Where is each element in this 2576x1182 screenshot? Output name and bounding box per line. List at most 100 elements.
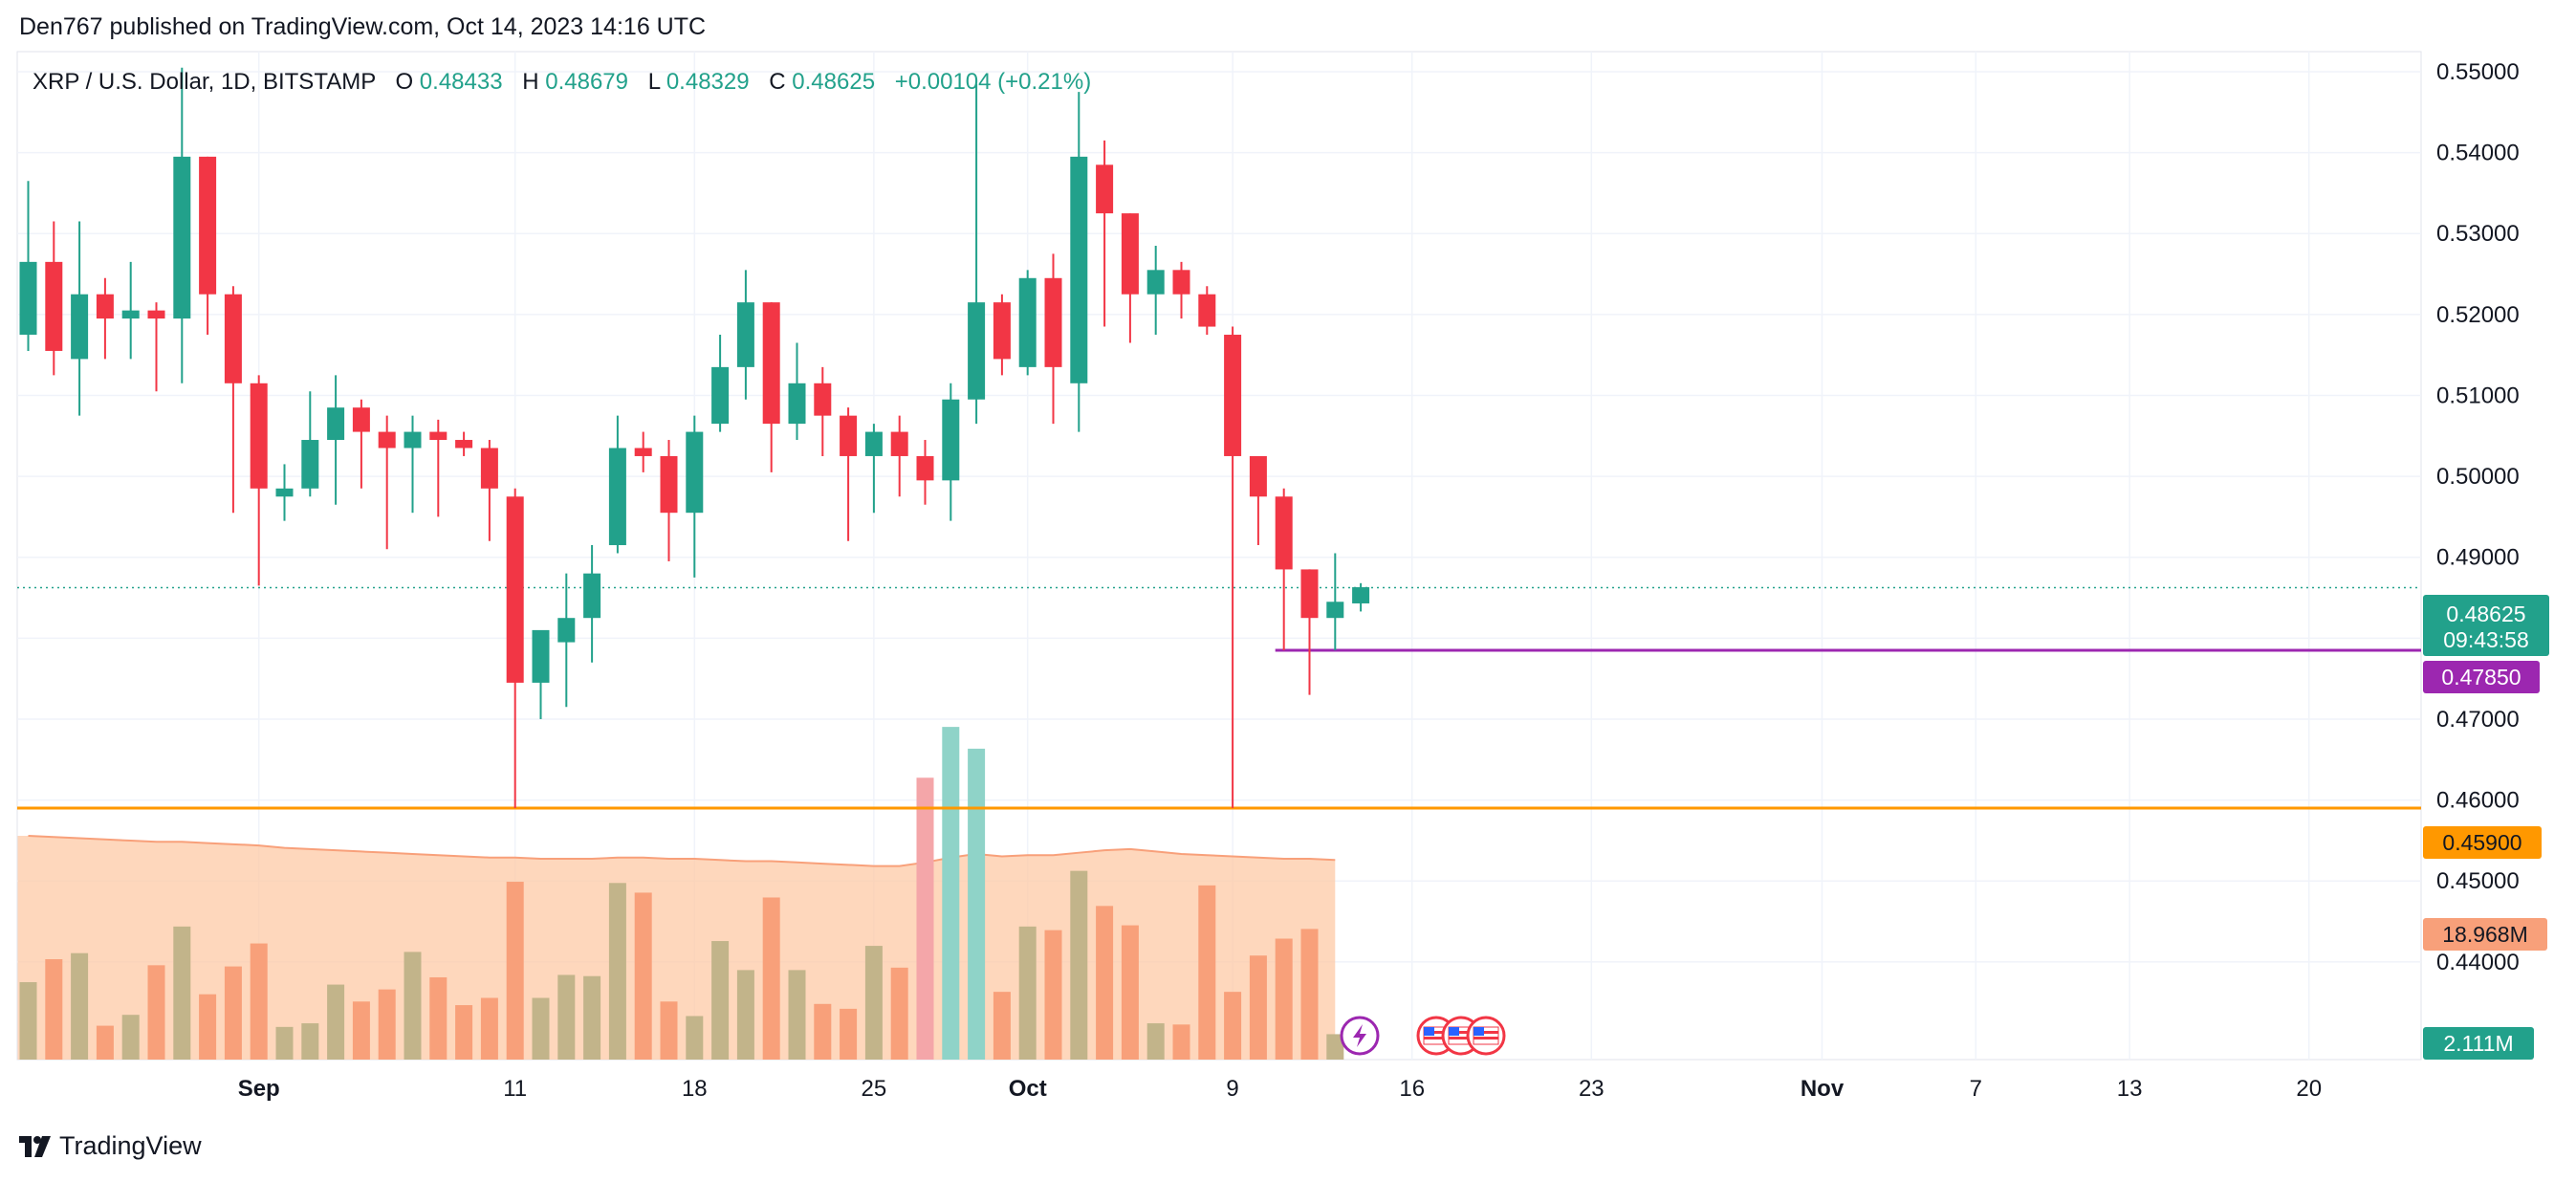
volume-bar — [378, 989, 396, 1060]
volume-bar — [1198, 885, 1216, 1060]
volume-bar — [1249, 955, 1267, 1060]
orange-level-badge: 0.45900 — [2423, 826, 2542, 859]
time-tick-label: Oct — [1009, 1076, 1047, 1102]
candle-body — [660, 455, 678, 514]
candle — [942, 383, 960, 521]
volume-bar — [71, 952, 89, 1060]
last-price-value: 0.48625 — [2446, 602, 2525, 626]
volume-bar — [1146, 1023, 1165, 1060]
time-tick-label: 13 — [2117, 1076, 2143, 1102]
volume-bar — [250, 943, 268, 1060]
candle — [864, 424, 883, 514]
candle-body — [404, 431, 422, 449]
horizontal-levels — [17, 586, 2421, 810]
volume-bar — [840, 1008, 858, 1060]
volume-bar — [968, 748, 986, 1060]
time-tick-label: Nov — [1801, 1076, 1845, 1102]
candle-body — [916, 455, 934, 481]
candle — [1172, 261, 1190, 319]
price-tick-label: 0.52000 — [2436, 302, 2520, 328]
time-tick-label: 23 — [1579, 1076, 1605, 1102]
candle — [1300, 569, 1319, 695]
time-tick-label: 18 — [682, 1076, 708, 1102]
time-tick-label: 9 — [1226, 1076, 1238, 1102]
candle — [378, 415, 396, 550]
tradingview-logo-icon — [19, 1135, 51, 1157]
candle-body — [1044, 277, 1062, 367]
purple-level-badge: 0.47850 — [2423, 661, 2540, 693]
volume-bar — [736, 970, 754, 1060]
volume-last-value: 2.111M — [2443, 1031, 2513, 1056]
volume-bar — [660, 1001, 678, 1060]
candle — [608, 415, 626, 554]
volume-bar — [788, 970, 806, 1060]
candle — [480, 440, 498, 541]
candle-body — [96, 294, 114, 319]
candle — [788, 342, 806, 441]
tradingview-logo[interactable]: TradingView — [19, 1131, 202, 1161]
volume-bar — [480, 997, 498, 1060]
volume-bar — [1121, 925, 1139, 1060]
candle — [968, 83, 986, 425]
candle-body — [788, 383, 806, 425]
candle-body — [173, 156, 191, 319]
time-tick-label: 11 — [503, 1076, 527, 1102]
lightning-icon[interactable] — [1340, 1016, 1380, 1056]
candle — [71, 221, 89, 416]
candle-body — [864, 431, 883, 456]
candle-body — [1275, 496, 1293, 570]
candle — [840, 407, 858, 541]
purple-level-value: 0.47850 — [2441, 665, 2521, 690]
candle — [660, 440, 678, 561]
volume-bar — [916, 777, 934, 1060]
candle — [429, 419, 448, 517]
volume-bar — [1070, 870, 1088, 1060]
volume-last-badge: 2.111M — [2423, 1027, 2534, 1060]
candle-body — [608, 448, 626, 546]
event-markers[interactable] — [1340, 1016, 1506, 1056]
candle-body — [557, 618, 576, 643]
candle-body — [686, 431, 704, 514]
candle — [147, 302, 165, 392]
orange-level-value: 0.45900 — [2442, 830, 2521, 855]
candle — [1070, 92, 1088, 432]
candle — [1018, 270, 1037, 376]
candle — [352, 399, 370, 489]
candle-body — [71, 294, 89, 360]
volume-bar — [993, 992, 1011, 1060]
price-tick-label: 0.46000 — [2436, 788, 2520, 814]
volume-bar — [96, 1025, 114, 1060]
candle-body — [814, 383, 832, 416]
candle-body — [455, 440, 473, 449]
volume-bar — [583, 975, 601, 1060]
volume-bar — [1300, 929, 1319, 1060]
candle — [532, 629, 550, 719]
legend-c-label: C — [769, 69, 785, 95]
time-tick-label: 16 — [1399, 1076, 1425, 1102]
legend-o-value: 0.48433 — [420, 69, 503, 95]
price-tick-label: 0.53000 — [2436, 221, 2520, 247]
time-tick-label: Sep — [238, 1076, 280, 1102]
candle — [686, 415, 704, 578]
volume-pane — [17, 727, 1344, 1060]
candle — [890, 415, 908, 497]
candle — [275, 464, 294, 521]
price-axis: 0.55000 0.54000 0.53000 0.52000 0.51000 0.500… — [2436, 59, 2520, 975]
legend-o-label: O — [395, 69, 413, 95]
price-tick-label: 0.45000 — [2436, 868, 2520, 894]
us-flag-icon[interactable] — [1466, 1016, 1506, 1056]
candle — [96, 277, 114, 360]
candle-body — [147, 310, 165, 319]
price-tick-label: 0.50000 — [2436, 464, 2520, 490]
volume-bar — [557, 974, 576, 1060]
candle-body — [1070, 156, 1088, 383]
candle-body — [429, 431, 448, 441]
candle-body — [378, 431, 396, 449]
candles — [19, 67, 1370, 809]
volume-bar — [532, 997, 550, 1060]
volume-bar — [864, 946, 883, 1060]
volume-bar — [275, 1026, 294, 1060]
candle — [557, 573, 576, 708]
volume-bar — [45, 959, 63, 1060]
